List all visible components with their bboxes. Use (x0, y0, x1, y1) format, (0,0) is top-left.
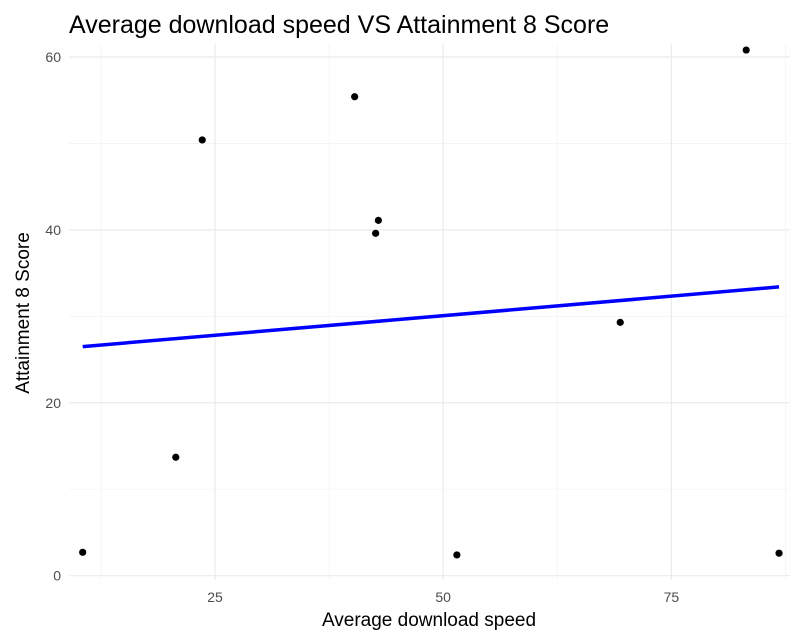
x-tick-label: 25 (207, 589, 223, 605)
data-point (374, 216, 382, 224)
data-point (198, 136, 206, 144)
y-tick-label: 0 (53, 568, 61, 584)
data-point (453, 551, 461, 559)
data-point (79, 548, 87, 556)
data-point (742, 46, 750, 54)
y-tick-label: 20 (45, 395, 61, 411)
minor-grid (69, 44, 790, 580)
x-axis-tick-labels: 25 50 75 (207, 589, 679, 605)
y-tick-label: 60 (45, 49, 61, 65)
data-point (351, 93, 359, 101)
trend-line-layer (82, 285, 780, 349)
y-axis-tick-labels: 0 20 40 60 (45, 49, 61, 584)
major-grid (69, 44, 790, 580)
y-tick-label: 40 (45, 222, 61, 238)
data-points (79, 46, 783, 559)
data-point (616, 318, 624, 326)
chart-title: Average download speed VS Attainment 8 S… (69, 11, 609, 39)
trend-line (82, 285, 780, 349)
data-point (775, 549, 783, 557)
data-point (172, 453, 180, 461)
x-tick-label: 75 (664, 589, 680, 605)
data-point (372, 229, 380, 237)
y-axis-label: Attainment 8 Score (13, 232, 34, 394)
x-axis-label: Average download speed (322, 610, 536, 631)
x-tick-label: 50 (435, 589, 451, 605)
